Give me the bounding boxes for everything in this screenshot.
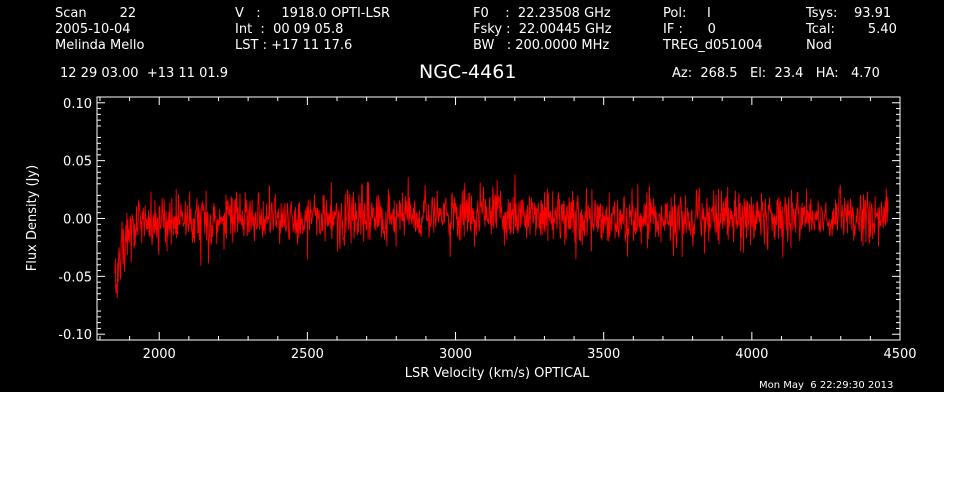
x-tick-label: 2000 [143,347,176,362]
source-coordinates: 12 29 03.00 +13 11 01.9 [60,66,229,81]
bandwidth: BW : 200.0000 MHz [473,38,610,53]
calibration-temperature: Tcal: 5.40 [806,22,897,37]
x-tick-label: 4500 [883,347,916,362]
x-tick-label: 2500 [291,347,324,362]
spectrum-chart: 2000 2500 3000 3500 4000 4500 -0.10 -0.05 0.00 0.… [25,96,917,381]
y-tick-label: 0.00 [63,213,92,228]
plot-window: Scan 22 2005-10-04 Melinda Mello V : 191… [0,0,944,392]
y-tick-label: 0.10 [63,97,92,112]
observing-mode: Nod [806,38,832,53]
velocity-info: V : 1918.0 OPTI-LSR [235,6,391,21]
observation-date: 2005-10-04 [55,22,131,37]
observer-name: Melinda Mello [55,38,145,53]
axis-ticks: 2000 2500 3000 3500 4000 4500 -0.10 -0.05 0.00 0.… [58,97,916,362]
source-title: NGC-4461 [419,61,517,83]
x-tick-label: 3000 [439,347,472,362]
integration-time: Int : 00 09 05.8 [235,22,344,37]
spectrum-trace-layer [114,174,889,299]
project-code: TREG_d051004 [663,38,763,53]
y-tick-label: 0.05 [63,155,92,170]
y-tick-label: -0.10 [58,328,92,343]
plot-timestamp: Mon May 6 22:29:30 2013 [759,380,894,391]
polarization: Pol: I [663,6,711,21]
x-axis-label: LSR Velocity (km/s) OPTICAL [405,366,590,381]
x-tick-label: 3500 [587,347,620,362]
rest-frequency: F0 : 22.23508 GHz [473,6,611,21]
y-axis-label: Flux Density (Jy) [25,165,40,271]
y-tick-label: -0.05 [58,270,92,285]
x-tick-label: 4000 [735,347,768,362]
scan-number: Scan 22 [55,6,137,21]
system-temperature: Tsys: 93.91 [806,6,892,21]
sky-frequency: Fsky : 22.00445 GHz [473,22,612,37]
spectrum-line [114,174,889,299]
lst-info: LST : +17 11 17.6 [235,38,353,53]
if-number: IF : 0 [663,22,716,37]
pointing-info: Az: 268.5 El: 23.4 HA: 4.70 [672,66,880,81]
